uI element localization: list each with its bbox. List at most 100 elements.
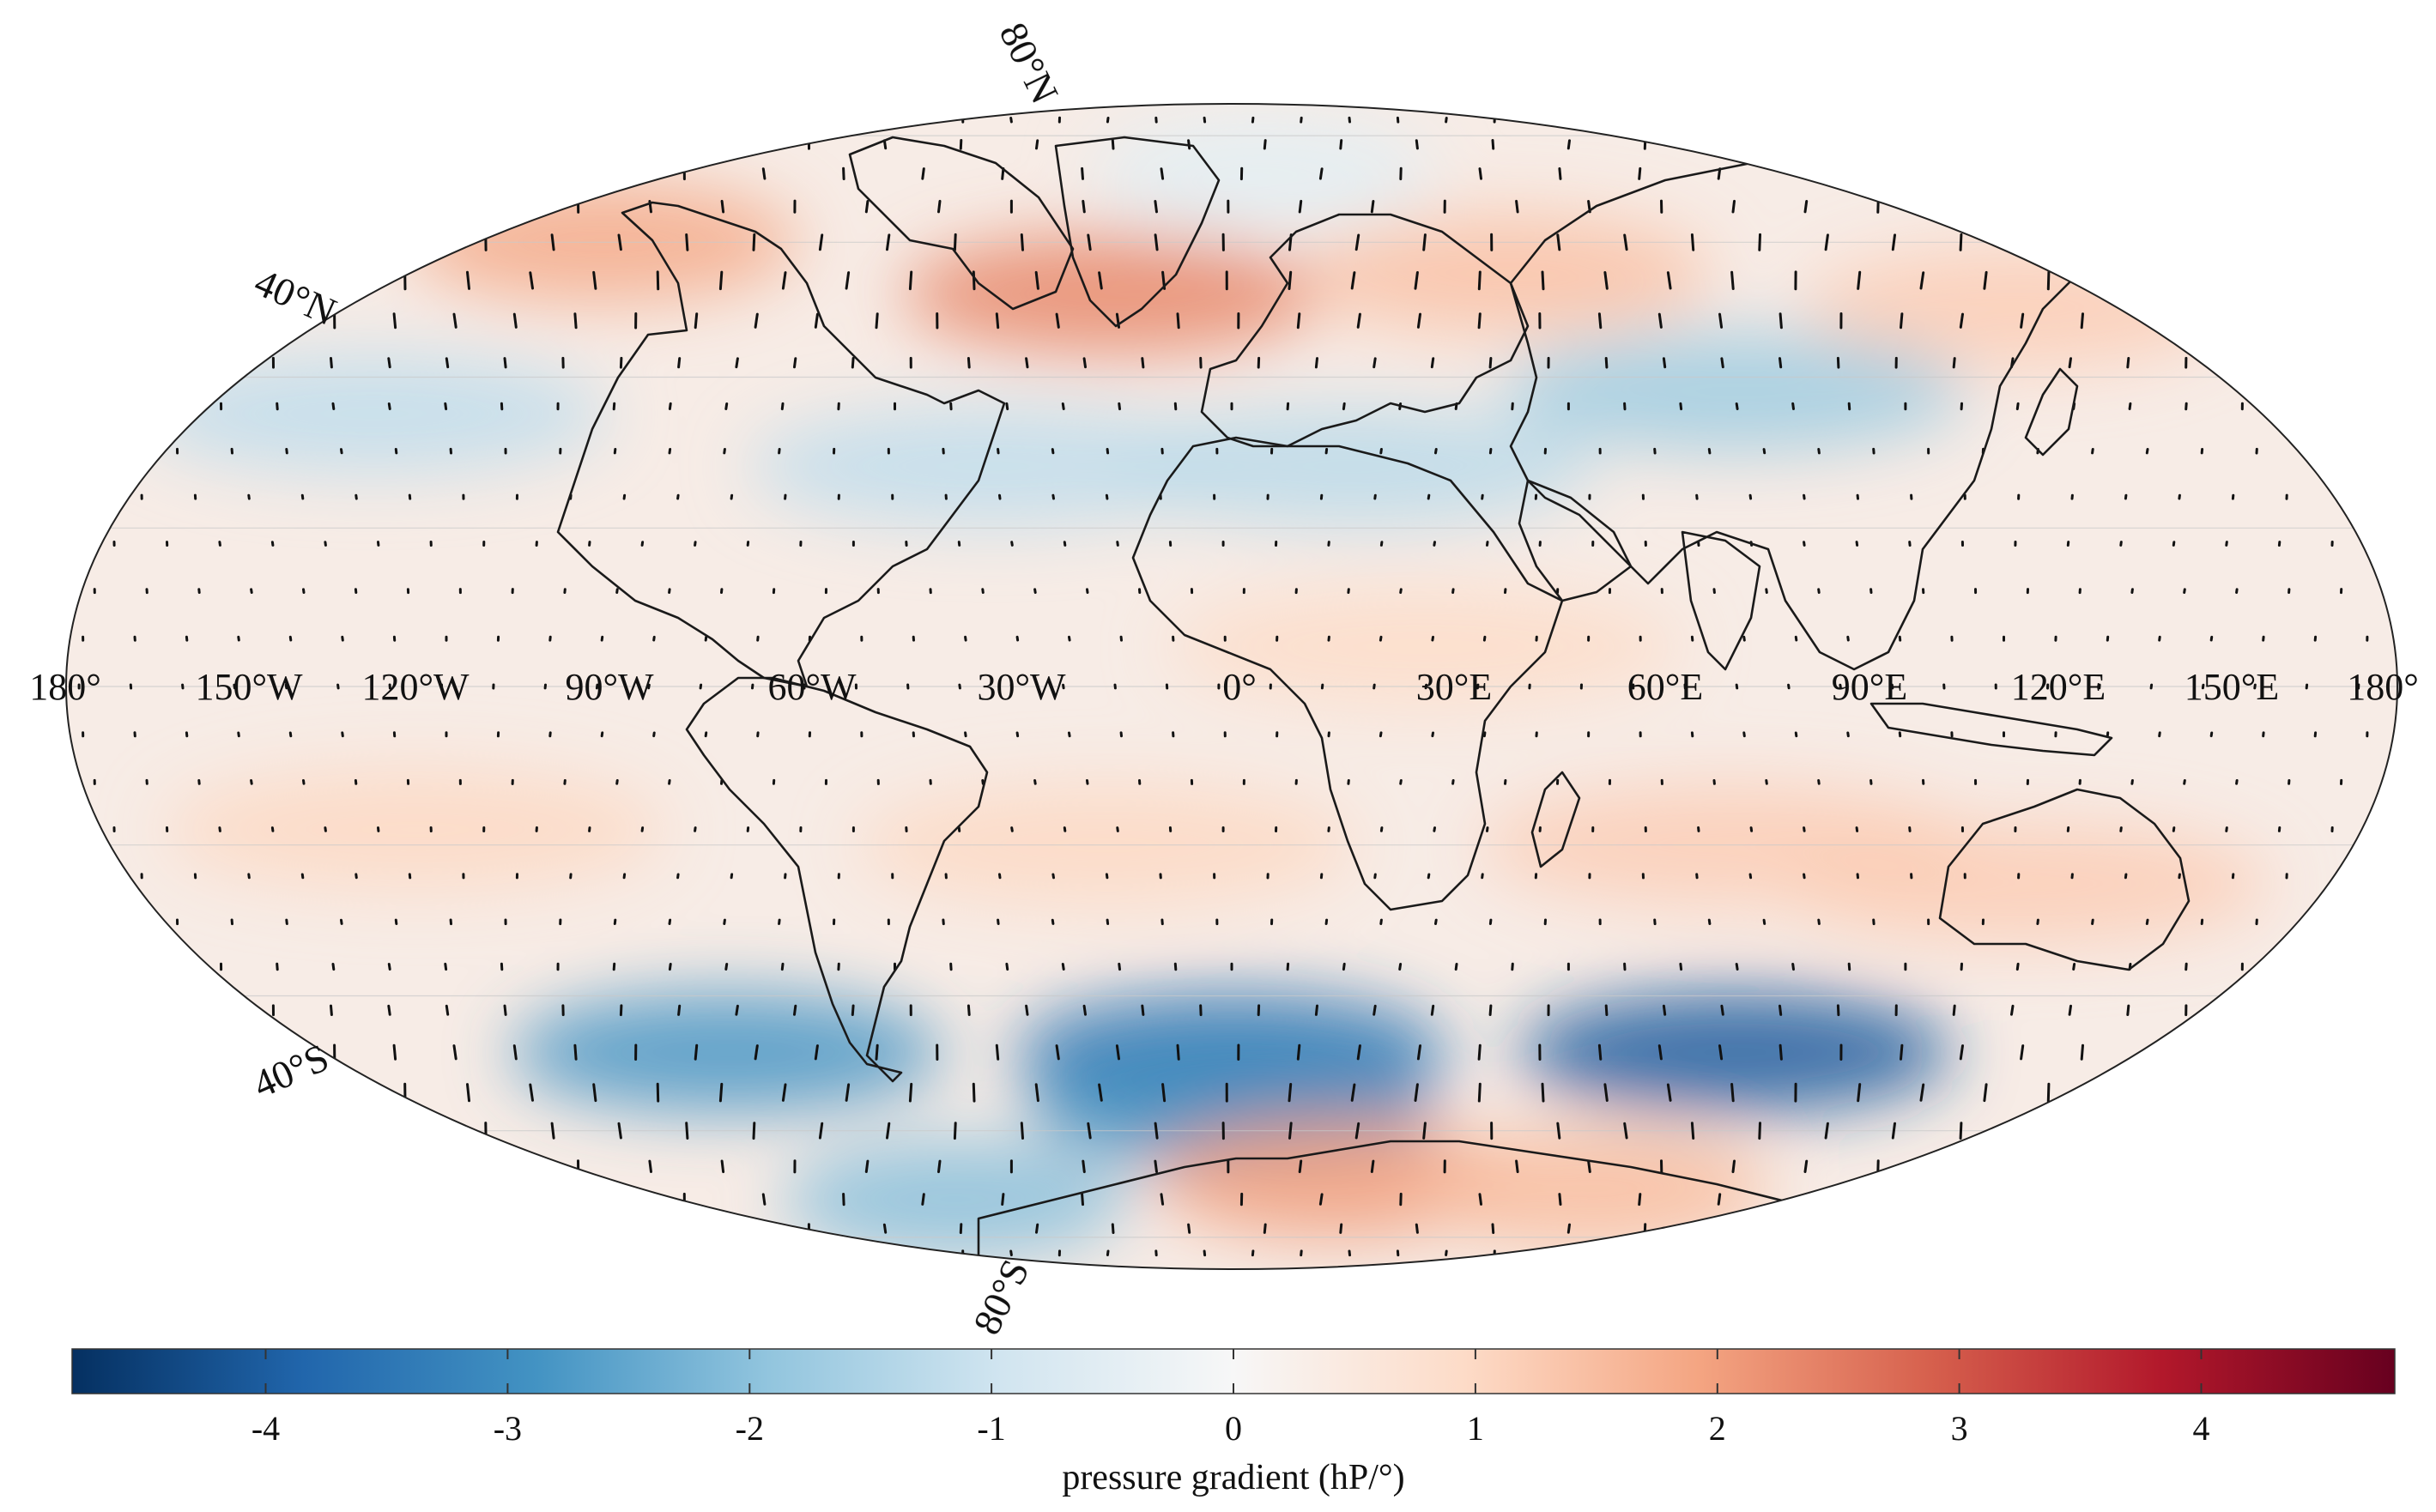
vector-arrow — [1477, 270, 1482, 291]
vector-arrow — [1414, 1083, 1419, 1102]
vector-arrow — [793, 1004, 797, 1016]
vector-arrow — [875, 312, 879, 330]
vector-arrow — [718, 270, 724, 291]
vector-arrow — [276, 402, 279, 411]
colorbar-tick-label: -1 — [977, 1409, 1005, 1448]
vector-arrow — [780, 402, 785, 411]
vector-arrow — [392, 1043, 397, 1061]
coastline-indonesia — [1869, 702, 2113, 757]
vector-arrow — [842, 166, 845, 180]
vector-arrow — [1690, 233, 1695, 251]
vector-arrow — [2020, 1044, 2025, 1061]
vector-arrow — [512, 1044, 518, 1061]
colorbar-tick-label: -4 — [251, 1409, 280, 1448]
vector-arrow — [1657, 1044, 1663, 1061]
colorbar: -4 -3 -2 -1 0 1 2 3 4 pressure gradient (hP/°) — [71, 1348, 2396, 1497]
vector-arrow — [1735, 402, 1739, 410]
vector-arrow — [444, 962, 448, 971]
vector-arrow — [656, 1082, 660, 1103]
vector-arrow — [875, 1043, 879, 1061]
field-blob — [164, 769, 668, 890]
vector-arrow — [1748, 873, 1753, 880]
vector-arrow — [1959, 233, 1963, 251]
vector-arrow — [336, 683, 340, 690]
vector-arrow — [1005, 402, 1009, 411]
vector-arrow — [1424, 683, 1428, 690]
vector-arrow — [1160, 167, 1165, 180]
vector-arrow — [1623, 233, 1628, 251]
vector-arrow — [1515, 199, 1519, 214]
vector-arrow — [676, 873, 680, 880]
vector-arrow — [2149, 683, 2154, 690]
vector-arrow — [1015, 731, 1020, 738]
vector-arrow — [694, 1043, 699, 1061]
vector-arrow — [1339, 139, 1343, 150]
vector-arrow — [1348, 1249, 1351, 1257]
vector-arrow — [1263, 1223, 1267, 1234]
vector-arrow — [647, 683, 651, 690]
vector-arrow — [694, 826, 697, 832]
vector-arrow — [1847, 402, 1851, 411]
vector-arrow — [387, 963, 391, 971]
vector-arrow — [1318, 167, 1324, 180]
vector-arrow — [600, 731, 604, 738]
vector-arrow — [2126, 357, 2130, 369]
vector-arrow — [1318, 1193, 1324, 1206]
vector-arrow — [1342, 402, 1346, 411]
vector-arrow — [1434, 918, 1438, 925]
vector-arrow — [1730, 1083, 1735, 1103]
label-lon-60w: 60°W — [767, 666, 857, 708]
vector-arrow — [276, 962, 279, 971]
coastline-new-zealand — [2264, 968, 2311, 1057]
vector-arrow — [1081, 166, 1084, 180]
coastline-madagascar — [1530, 771, 1581, 868]
vector-arrow — [324, 826, 327, 832]
vector-arrow — [1817, 588, 1821, 594]
vector-arrow — [250, 588, 253, 594]
vector-arrow — [1720, 1004, 1724, 1016]
vector-arrow — [1015, 635, 1020, 642]
label-lon-120e: 120°E — [2011, 666, 2106, 708]
vector-arrow — [2145, 448, 2149, 455]
vector-arrow — [330, 1004, 333, 1016]
vector-arrow — [953, 1122, 957, 1140]
vector-arrow — [1187, 1223, 1191, 1234]
vector-arrow — [1794, 731, 1798, 738]
coastline-india — [1681, 530, 1761, 671]
vector-arrow — [1251, 1249, 1255, 1257]
colorbar-tick-labels: -4 -3 -2 -1 0 1 2 3 4 — [251, 1409, 2210, 1448]
vector-arrow — [1035, 1223, 1039, 1234]
vector-arrow — [1857, 1083, 1862, 1103]
vector-arrow — [354, 873, 358, 880]
vector-arrow — [1824, 233, 1829, 251]
vector-arrow — [1566, 139, 1571, 150]
vector-arrow — [1154, 200, 1158, 214]
colorbar-tick-label: 1 — [1467, 1409, 1484, 1448]
vector-arrow — [2068, 357, 2072, 369]
vector-arrow — [677, 1004, 682, 1016]
colorbar-ticks — [264, 1349, 2203, 1394]
vector-arrow — [2178, 873, 2181, 880]
vector-arrow — [1173, 962, 1178, 971]
vector-arrow — [1379, 448, 1383, 455]
vector-arrow — [886, 1122, 891, 1140]
vector-arrow — [1794, 635, 1798, 642]
vector-arrow — [1160, 1193, 1165, 1206]
vector-arrow — [1488, 918, 1493, 925]
vector-arrow — [1491, 139, 1495, 150]
vector-arrow — [300, 493, 305, 500]
vector-arrow — [1373, 683, 1376, 690]
vector-arrow — [1422, 233, 1427, 251]
vector-arrow — [1478, 167, 1482, 180]
field-blob — [1503, 331, 1966, 452]
vector-arrow — [1891, 1122, 1896, 1140]
vector-arrow — [1959, 312, 1964, 329]
vector-arrow — [2126, 1004, 2130, 1016]
vector-arrow — [972, 270, 976, 291]
vector-arrow — [1111, 1223, 1115, 1234]
vector-arrow — [1718, 312, 1724, 329]
meridian-labels: 180° 150°W 120°W 90°W 60°W 30°W 0° 30°E … — [29, 666, 2419, 708]
vector-arrow — [1556, 1122, 1561, 1140]
vector-arrow — [1296, 1043, 1301, 1061]
vector-arrow — [1803, 541, 1806, 547]
